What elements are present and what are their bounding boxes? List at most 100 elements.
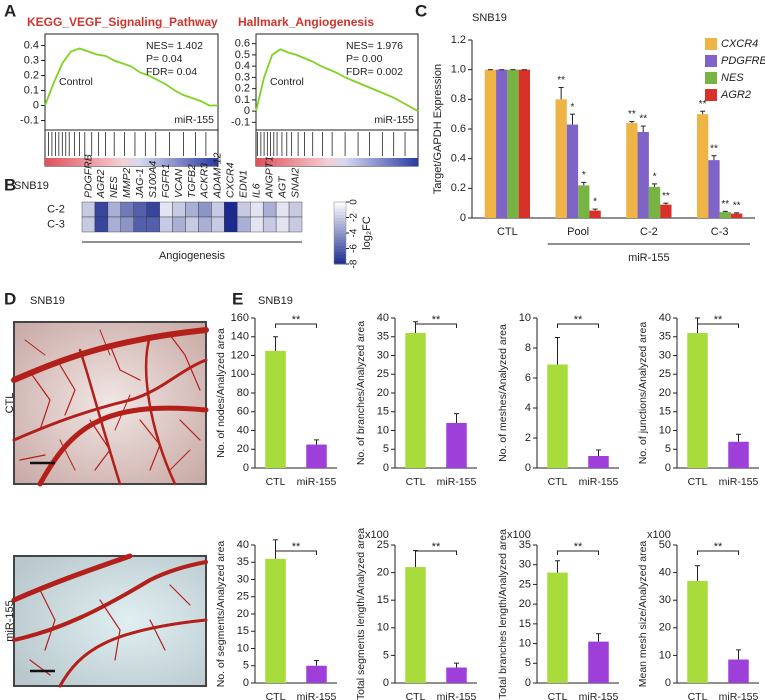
legend-swatch xyxy=(705,72,717,84)
y-tick-label: 160 xyxy=(231,312,249,324)
y-tick-label: 0.1 xyxy=(24,84,39,96)
y-tick-label: 10 xyxy=(237,642,249,654)
y-tick-label: 120 xyxy=(231,349,249,361)
cell xyxy=(237,201,251,218)
row-label: C-2 xyxy=(47,203,65,215)
y-tick-label: 30 xyxy=(237,573,249,585)
y-axis-label: Total segments length/Analyzed area xyxy=(355,528,367,700)
significance: ** xyxy=(699,99,707,110)
cell xyxy=(250,216,264,233)
y-tick-label: 5 xyxy=(525,657,531,669)
y-tick-label: 0 xyxy=(665,462,671,474)
column-label: FGFR1 xyxy=(160,164,172,198)
chart-title: Hallmark_Angiogenesis xyxy=(238,15,374,29)
cell xyxy=(211,201,225,218)
bar xyxy=(566,124,579,218)
y-tick-label: 15 xyxy=(377,594,389,606)
x-tick-label: C-3 xyxy=(711,226,729,238)
label: miR-155 xyxy=(174,114,214,126)
bar xyxy=(446,667,467,683)
y-tick-label: 80 xyxy=(237,387,249,399)
significance: ** xyxy=(710,143,718,154)
y-tick-label: 0 xyxy=(243,677,249,689)
y-tick-label: 40 xyxy=(237,539,249,551)
y-tick-label: 0 xyxy=(383,677,389,689)
colorbar-step xyxy=(334,260,346,265)
chart-title: SNB19 xyxy=(14,180,49,192)
chart-title: KEGG_VEGF_Signaling_Pathway xyxy=(27,15,218,29)
column-label: AGR2 xyxy=(95,169,107,199)
rank-bar xyxy=(45,158,218,166)
y-tick-label: 25 xyxy=(377,539,389,551)
x-tick-label: Pool xyxy=(567,226,589,238)
significance: * xyxy=(653,172,657,183)
y-tick-label: 10 xyxy=(659,649,671,661)
colorbar-step xyxy=(334,233,346,237)
bracket xyxy=(697,323,739,328)
cell xyxy=(198,201,212,218)
bar xyxy=(728,441,749,468)
bar xyxy=(306,665,327,683)
cell xyxy=(133,201,147,218)
y-tick-label: 5 xyxy=(243,660,249,672)
significance: ** xyxy=(639,114,647,125)
bar xyxy=(648,186,661,218)
colorbar-tick-label: 0 xyxy=(349,199,360,205)
y-tick-label: 0 xyxy=(665,677,671,689)
y-axis-label: No. of nodes/Analyzed area xyxy=(215,328,227,458)
y-tick-label: 35 xyxy=(519,539,531,551)
cell xyxy=(224,216,238,233)
y-tick-label: 20 xyxy=(237,443,249,455)
y-tick-label: 1.2 xyxy=(451,34,466,46)
photo xyxy=(11,553,208,688)
cell xyxy=(81,201,96,218)
label: Control xyxy=(270,76,304,88)
row-label: C-3 xyxy=(47,218,65,230)
y-tick-label: 0 xyxy=(244,105,250,117)
y-tick-label: 10 xyxy=(519,312,531,324)
y-tick-label: 0 xyxy=(460,212,466,224)
bar xyxy=(265,558,286,683)
column-label: ADAM-12 xyxy=(212,152,224,199)
panel-label: C xyxy=(415,1,427,20)
y-tick-label: 10 xyxy=(377,424,389,436)
y-tick-label: 4 xyxy=(525,402,531,414)
colorbar-step xyxy=(334,217,346,222)
y-axis-label: No. of segments/Analyzed area xyxy=(215,541,227,688)
significance: ** xyxy=(721,199,729,210)
y-tick-label: 0.2 xyxy=(24,69,39,81)
multiplier: x100 xyxy=(647,529,671,541)
chart-title: SNB19 xyxy=(258,295,293,307)
annotation: NES= 1.976 xyxy=(346,40,403,52)
y-tick-label: 60 xyxy=(237,406,249,418)
y-tick-label: 20 xyxy=(659,387,671,399)
colorbar-step xyxy=(334,208,346,212)
bar xyxy=(626,123,638,218)
column-label: PDGFRB xyxy=(82,154,94,198)
column-label: CXCR4 xyxy=(225,162,237,198)
y-tick-label: 0 xyxy=(33,99,39,111)
y-tick-label: 50 xyxy=(659,539,671,551)
legend-swatch xyxy=(705,89,717,101)
panel-title: SNB19 xyxy=(30,295,65,307)
y-tick-label: 140 xyxy=(231,331,249,343)
significance: ** xyxy=(733,200,741,211)
cell xyxy=(107,216,122,233)
x-tick-label: miR-155 xyxy=(297,476,337,488)
y-tick-label: 0.2 xyxy=(235,83,250,95)
bar xyxy=(547,364,568,468)
bracket xyxy=(415,323,457,328)
cell xyxy=(146,216,160,233)
x-tick-label: CTL xyxy=(497,226,518,238)
column-label: IL6 xyxy=(250,183,262,198)
y-tick-label: 0.5 xyxy=(235,49,250,61)
bar xyxy=(687,333,708,468)
significance: * xyxy=(571,102,575,113)
es-curve xyxy=(44,47,218,107)
cell xyxy=(159,216,173,233)
cell xyxy=(185,216,199,233)
y-tick-label: 5 xyxy=(383,443,389,455)
colorbar-step xyxy=(334,239,346,243)
colorbar-step xyxy=(334,251,346,256)
bar xyxy=(578,185,590,218)
